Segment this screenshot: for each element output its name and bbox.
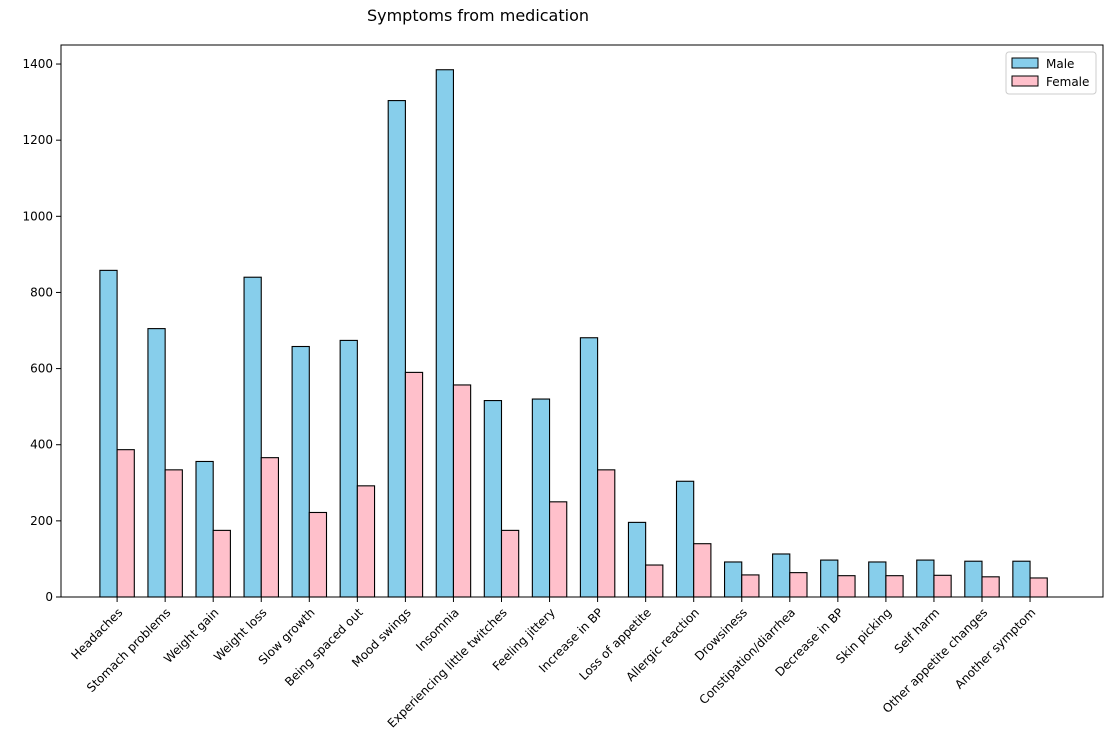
- y-tick-label: 200: [30, 514, 53, 528]
- y-tick-label: 1000: [22, 209, 53, 223]
- legend: Male Female: [1005, 51, 1097, 95]
- legend-label-female: Female: [1046, 75, 1089, 89]
- y-axis: 0 200 400 600 800 1000 1200 1400: [22, 57, 61, 604]
- bar-male: [243, 276, 262, 598]
- bar-female: [116, 449, 135, 598]
- bar-female: [404, 371, 424, 598]
- bar-male: [339, 339, 358, 598]
- x-tick-label: Another symptom: [952, 605, 1038, 691]
- bar-male: [916, 559, 935, 598]
- bar-male: [291, 345, 310, 598]
- y-tick-label: 600: [30, 362, 53, 376]
- bar-male: [387, 100, 406, 598]
- x-tick-label: Stomach problems: [84, 605, 174, 695]
- bar-female: [500, 529, 520, 598]
- bar-female: [452, 384, 472, 598]
- bar-male: [435, 69, 455, 598]
- bar-female: [789, 572, 808, 598]
- bar-male: [483, 400, 503, 598]
- bar-female: [548, 501, 568, 598]
- bar-male: [868, 561, 887, 598]
- bar-male: [195, 460, 214, 598]
- y-tick-label: 800: [30, 285, 53, 299]
- bar-male: [147, 328, 166, 598]
- bars: [99, 69, 1048, 598]
- y-tick-label: 0: [45, 590, 53, 604]
- x-tick-label: Self harm: [892, 605, 943, 656]
- bar-male: [772, 553, 791, 598]
- x-tick-label: Constipation/diarrhea: [697, 605, 799, 707]
- bar-female: [933, 574, 952, 598]
- bar-female: [693, 543, 712, 598]
- bar-male: [675, 480, 695, 598]
- bar-male: [1012, 560, 1031, 598]
- bar-female: [260, 457, 280, 598]
- bar-female: [837, 575, 856, 598]
- legend-swatch-male: [1011, 57, 1039, 69]
- legend-swatch-female: [1011, 75, 1039, 87]
- bar-female: [645, 564, 664, 598]
- bar-female: [981, 576, 1000, 598]
- bar-male: [531, 398, 551, 598]
- x-tick-label: Insomnia: [413, 605, 462, 654]
- plot-frame: [60, 44, 1104, 598]
- legend-label-male: Male: [1046, 57, 1074, 71]
- bar-female: [597, 469, 616, 598]
- bar-female: [1029, 577, 1048, 598]
- bar-female: [212, 529, 231, 598]
- chart-title: Symptoms from medication: [367, 6, 589, 25]
- y-tick-label: 400: [30, 438, 53, 452]
- bar-female: [308, 511, 328, 598]
- bar-female: [741, 574, 760, 598]
- bar-female: [164, 469, 183, 598]
- bar-male: [627, 521, 647, 598]
- bar-male: [964, 560, 983, 598]
- bar-male: [579, 337, 599, 598]
- bar-male: [820, 559, 839, 598]
- bar-female: [885, 575, 904, 598]
- bar-male: [99, 269, 118, 598]
- bar-male: [723, 561, 743, 598]
- y-tick-label: 1400: [22, 57, 53, 71]
- y-tick-label: 1200: [22, 133, 53, 147]
- bar-female: [356, 485, 376, 598]
